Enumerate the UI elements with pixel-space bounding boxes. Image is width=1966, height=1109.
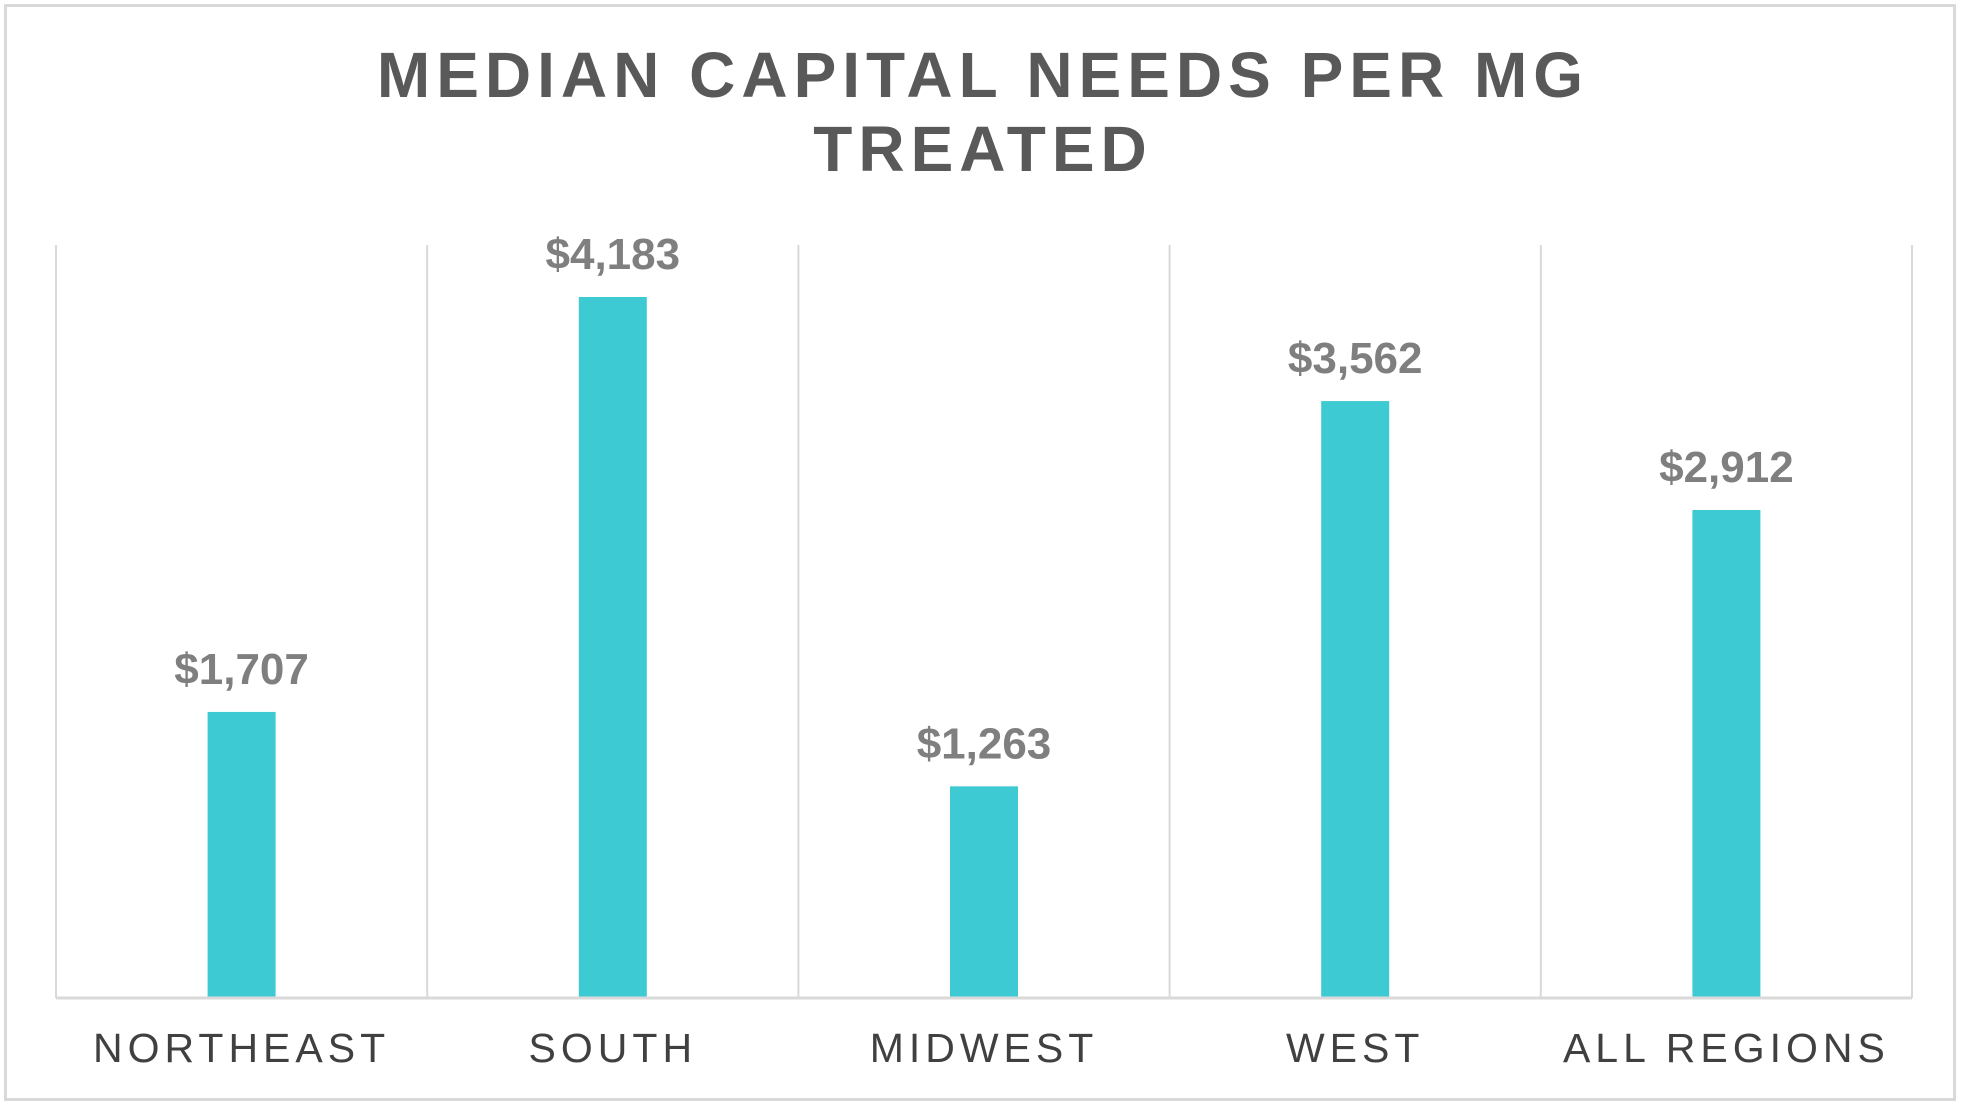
bar-south xyxy=(578,297,647,998)
data-label-northeast: $1,707 xyxy=(174,645,309,694)
category-label-west: WEST xyxy=(1286,1025,1424,1071)
bar-midwest xyxy=(950,786,1018,998)
category-label-midwest: MIDWEST xyxy=(870,1025,1099,1071)
bar-west xyxy=(1321,401,1390,998)
category-label-northeast: NORTHEAST xyxy=(93,1025,390,1071)
bars xyxy=(207,297,1761,998)
category-label-south: SOUTH xyxy=(529,1025,698,1071)
chart-title-line-1: MEDIAN CAPITAL NEEDS PER MG xyxy=(376,39,1590,111)
category-label-all-regions: ALL REGIONS xyxy=(1563,1025,1890,1071)
bar-all-regions xyxy=(1692,509,1761,998)
data-label-west: $3,562 xyxy=(1288,334,1423,383)
data-labels: $1,707 $4,183 $1,263 $3,562 $2,912 xyxy=(174,230,1793,768)
data-label-south: $4,183 xyxy=(546,230,681,279)
bar-northeast xyxy=(207,711,276,998)
category-separators xyxy=(55,245,1913,998)
chart-title: MEDIAN CAPITAL NEEDS PER MG TREATED xyxy=(0,38,1966,186)
category-labels: NORTHEAST SOUTH MIDWEST WEST ALL REGIONS xyxy=(93,1025,1890,1071)
chart-title-line-2: TREATED xyxy=(813,113,1153,185)
data-label-all-regions: $2,912 xyxy=(1659,443,1794,492)
data-label-midwest: $1,263 xyxy=(917,719,1052,768)
